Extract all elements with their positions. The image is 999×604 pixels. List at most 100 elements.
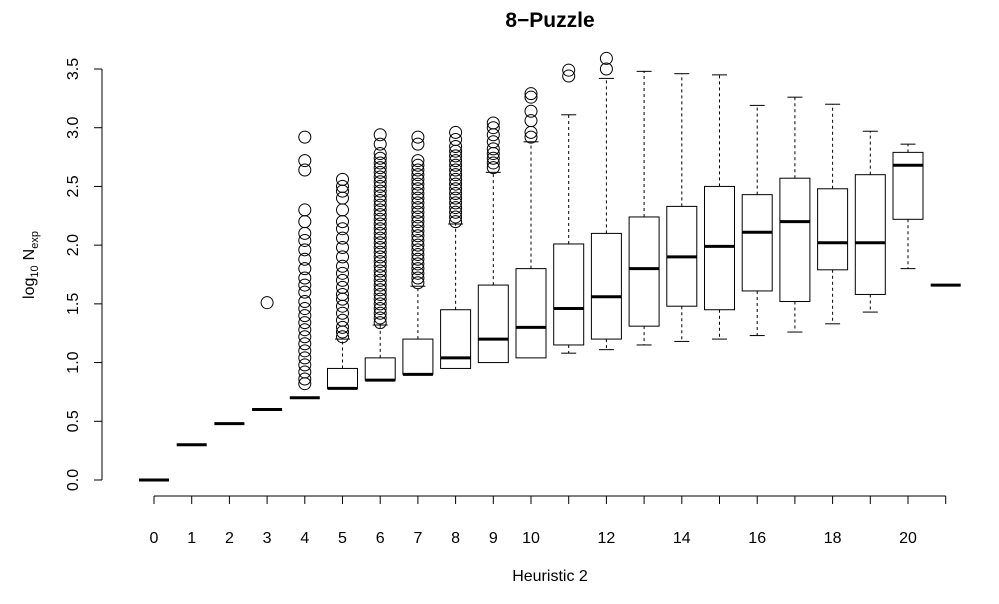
outlier-point [373, 250, 387, 264]
box-12 [590, 51, 622, 351]
outlier-point [524, 104, 538, 118]
x-tick-label: 18 [824, 530, 842, 547]
y-tick-label: 2.0 [65, 234, 82, 256]
x-tick-label: 20 [899, 530, 917, 547]
outlier-point [411, 158, 425, 172]
outlier-point [336, 259, 349, 273]
outlier-point [449, 177, 463, 191]
outlier-point [298, 295, 312, 309]
outlier-point [373, 212, 387, 226]
outlier-point [336, 287, 349, 301]
outlier-point [298, 130, 312, 144]
outlier-point [373, 156, 387, 170]
outlier-point [411, 210, 425, 224]
outlier-point [298, 233, 312, 247]
x-axis-title: Heuristic 2 [512, 568, 588, 585]
outlier-point [298, 154, 312, 168]
outlier-point [336, 313, 349, 327]
outlier-point [373, 292, 387, 306]
box-11 [553, 63, 585, 354]
outlier-point [298, 351, 312, 365]
outlier-point [373, 240, 387, 254]
box-7 [402, 130, 434, 376]
outlier-point [298, 215, 312, 229]
x-tick-label: 5 [338, 530, 347, 547]
outlier-point [486, 151, 500, 165]
outlier-point [486, 116, 500, 130]
outlier-point [373, 255, 387, 269]
outlier-point [524, 90, 538, 104]
outlier-point [373, 236, 387, 250]
outlier-point [373, 269, 387, 283]
outlier-point [298, 203, 312, 217]
outlier-point [336, 280, 349, 294]
outlier-point [562, 69, 576, 83]
outlier-point [411, 271, 425, 285]
box [628, 216, 660, 327]
outlier-point [373, 316, 387, 330]
x-tick-label: 1 [187, 530, 196, 547]
y-tick-label: 0.0 [65, 469, 82, 491]
outlier-point [449, 201, 463, 215]
box-8 [440, 125, 472, 369]
box [440, 309, 472, 369]
box [817, 188, 849, 271]
outlier-point [373, 208, 387, 222]
x-tick-label: 4 [300, 530, 309, 547]
x-tick-label: 9 [489, 530, 498, 547]
outlier-point [298, 316, 312, 330]
outlier-point [411, 233, 425, 247]
box [477, 284, 509, 364]
outlier-point [449, 215, 463, 229]
outlier-point [336, 299, 349, 313]
outlier-point [562, 63, 576, 77]
outlier-point [373, 259, 387, 273]
outlier-point [411, 215, 425, 229]
outlier-point [449, 132, 463, 146]
outlier-point [336, 215, 349, 229]
y-axis-title: log10 Nexp [21, 231, 41, 299]
outlier-point [411, 205, 425, 219]
outlier-point [298, 302, 312, 316]
outlier-point [486, 142, 500, 156]
outlier-point [411, 186, 425, 200]
outlier-point [449, 158, 463, 172]
outlier-point [298, 365, 312, 379]
outlier-point [373, 179, 387, 193]
outlier-point [411, 243, 425, 257]
box-13 [628, 70, 660, 346]
outlier-point [411, 257, 425, 271]
outlier-point [298, 252, 312, 266]
outlier-point [449, 172, 463, 186]
x-tick-label: 3 [263, 530, 272, 547]
y-tick-label: 1.0 [65, 351, 82, 373]
outlier-point [411, 182, 425, 196]
outlier-point [411, 219, 425, 233]
outlier-point [524, 130, 538, 144]
outlier-point [336, 179, 349, 193]
outlier-point [373, 283, 387, 297]
box-15 [704, 74, 735, 340]
outlier-point [298, 285, 312, 299]
outlier-point [373, 203, 387, 217]
outlier-point [411, 191, 425, 205]
x-tick-label: 14 [673, 530, 691, 547]
box [402, 338, 434, 375]
outlier-point [298, 271, 312, 285]
outlier-point [336, 330, 349, 344]
outlier-point [336, 231, 349, 245]
outlier-point [411, 172, 425, 186]
box-14 [666, 73, 698, 342]
outlier-point [373, 175, 387, 189]
outlier-point [449, 205, 463, 219]
outlier-point [449, 210, 463, 224]
outlier-point [449, 140, 463, 154]
outlier-point [260, 296, 274, 310]
outlier-point [373, 161, 387, 175]
outlier-point [373, 137, 387, 151]
outlier-point [373, 245, 387, 259]
outlier-point [486, 135, 500, 149]
outlier-point [298, 344, 312, 358]
outlier-point [373, 231, 387, 245]
